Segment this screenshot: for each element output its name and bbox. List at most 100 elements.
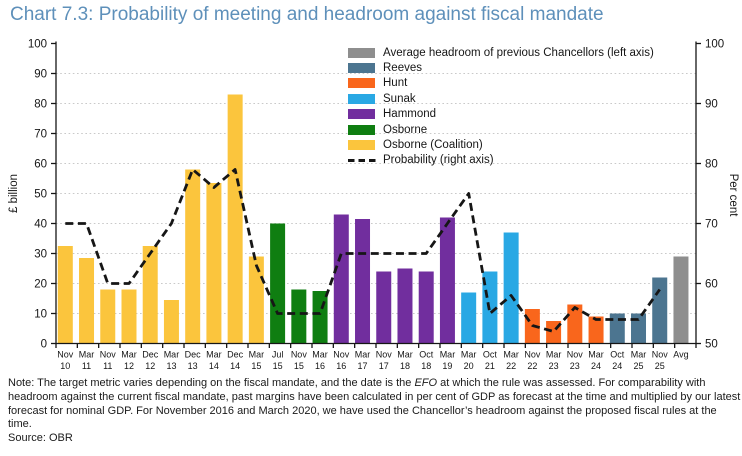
legend-label: Reeves	[383, 62, 422, 75]
probability-line	[65, 168, 661, 333]
source-line: Source: OBR	[8, 432, 73, 445]
svg-text:Nov: Nov	[652, 350, 669, 360]
left-axis-title: £ billion	[8, 174, 20, 213]
note-efo-italic: EFO	[414, 377, 438, 389]
svg-text:Mar: Mar	[440, 350, 456, 360]
bar-Nov23	[567, 304, 583, 344]
svg-text:23: 23	[570, 361, 580, 371]
svg-text:25: 25	[634, 361, 644, 371]
legend-item-osborne: Osborne	[348, 122, 678, 137]
svg-text:Nov: Nov	[376, 350, 393, 360]
svg-text:70: 70	[34, 129, 47, 141]
note-text: Note: The target metric varies depending…	[8, 377, 415, 389]
svg-text:Mar: Mar	[588, 350, 604, 360]
bar-Mar20	[461, 292, 477, 344]
chart-legend: Average headroom of previous Chancellors…	[348, 45, 678, 168]
left-axis-tick-labels: 0 10 20 30 40 50 60 70 80 90 100	[28, 39, 47, 351]
bar-Mar17	[355, 219, 371, 344]
bar-Nov11	[100, 289, 116, 344]
svg-text:11: 11	[82, 361, 91, 371]
legend-label: Osborne	[383, 123, 428, 136]
svg-text:100: 100	[28, 39, 47, 51]
svg-text:Nov: Nov	[567, 350, 584, 360]
svg-text:22: 22	[527, 361, 537, 371]
svg-text:50: 50	[34, 189, 47, 201]
legend-label: Average headroom of previous Chancellors…	[383, 46, 654, 59]
svg-text:12: 12	[145, 361, 155, 371]
chart-title: Chart 7.3: Probability of meeting and he…	[10, 4, 604, 25]
bar-Dec12	[142, 246, 158, 344]
svg-text:10: 10	[34, 309, 47, 321]
svg-text:21: 21	[485, 361, 495, 371]
bar-Dec13	[185, 169, 201, 344]
svg-text:16: 16	[336, 361, 346, 371]
bar-Jul15	[270, 223, 286, 344]
svg-text:Dec: Dec	[142, 350, 159, 360]
legend-label: Probability (right axis)	[383, 154, 494, 167]
svg-text:80: 80	[705, 159, 718, 171]
svg-text:20: 20	[34, 279, 47, 291]
bar-Dec14	[227, 94, 243, 344]
legend-label: Hammond	[383, 108, 437, 121]
bar-Nov15	[291, 289, 307, 344]
sunak-swatch	[348, 93, 375, 104]
svg-text:Mar: Mar	[631, 350, 647, 360]
x-axis-labels: Nov10Mar11Nov11Mar12Dec12Mar13Dec13Mar14…	[57, 350, 688, 372]
avg-headroom-swatch	[348, 47, 375, 58]
svg-text:0: 0	[41, 339, 47, 351]
svg-text:17: 17	[379, 361, 389, 371]
svg-text:30: 30	[34, 249, 47, 261]
svg-text:70: 70	[705, 219, 718, 231]
bar-Oct18	[418, 271, 434, 344]
svg-text:Dec: Dec	[185, 350, 202, 360]
svg-text:40: 40	[34, 219, 47, 231]
svg-text:90: 90	[34, 69, 47, 81]
bar-Mar16	[312, 291, 328, 344]
hunt-swatch	[348, 78, 375, 89]
legend-item-probability: Probability (right axis)	[348, 153, 678, 168]
probability-dash-swatch	[348, 158, 378, 163]
svg-text:23: 23	[549, 361, 559, 371]
svg-text:Nov: Nov	[100, 350, 117, 360]
legend-label: Osborne (Coalition)	[383, 139, 483, 152]
svg-text:12: 12	[124, 361, 134, 371]
svg-text:13: 13	[166, 361, 176, 371]
bar-Mar13	[163, 300, 179, 344]
osborne-swatch	[348, 124, 375, 135]
legend-item-sunak: Sunak	[348, 91, 678, 106]
svg-text:Oct: Oct	[610, 350, 625, 360]
bar-Nov25	[652, 277, 668, 344]
svg-text:18: 18	[421, 361, 431, 371]
svg-text:22: 22	[506, 361, 516, 371]
svg-text:Mar: Mar	[121, 350, 137, 360]
svg-text:25: 25	[655, 361, 665, 371]
svg-text:60: 60	[705, 279, 718, 291]
svg-text:24: 24	[612, 361, 622, 371]
svg-text:60: 60	[34, 159, 47, 171]
svg-text:Dec: Dec	[227, 350, 244, 360]
svg-text:90: 90	[705, 99, 718, 111]
svg-text:17: 17	[358, 361, 368, 371]
legend-item-hunt: Hunt	[348, 76, 678, 91]
legend-item-avg-headroom: Average headroom of previous Chancellors…	[348, 45, 678, 60]
legend-item-osborne-coalition: Osborne (Coalition)	[348, 137, 678, 152]
legend-item-reeves: Reeves	[348, 60, 678, 75]
svg-text:Mar: Mar	[79, 350, 95, 360]
legend-item-hammond: Hammond	[348, 107, 678, 122]
svg-text:Avg: Avg	[673, 350, 688, 360]
chart-plot-area: 01020304050607080901005060708090100Nov10…	[8, 39, 739, 372]
svg-text:Nov: Nov	[333, 350, 350, 360]
note-text: at which the rule was assessed. For comp…	[8, 377, 741, 431]
svg-text:18: 18	[400, 361, 410, 371]
axes	[51, 41, 701, 348]
right-axis-title: Per cent	[727, 174, 739, 218]
svg-text:Mar: Mar	[206, 350, 222, 360]
reeves-swatch	[348, 63, 375, 74]
svg-text:Mar: Mar	[546, 350, 562, 360]
bar-Nov10	[57, 246, 73, 344]
bar-Avg	[673, 256, 689, 344]
osborne-coalition-swatch	[348, 140, 375, 151]
svg-text:Mar: Mar	[503, 350, 519, 360]
bar-Mar19	[439, 217, 455, 344]
